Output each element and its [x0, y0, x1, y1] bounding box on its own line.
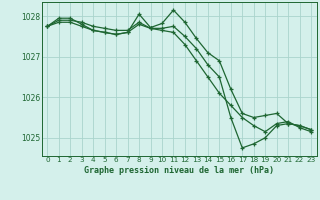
- X-axis label: Graphe pression niveau de la mer (hPa): Graphe pression niveau de la mer (hPa): [84, 166, 274, 175]
